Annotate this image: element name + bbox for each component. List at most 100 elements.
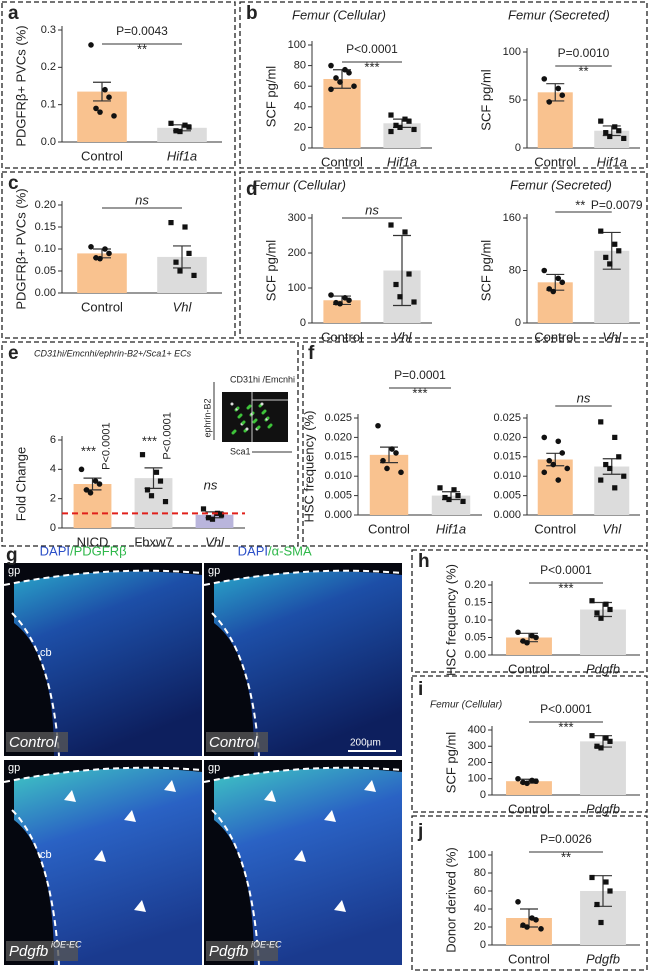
data-point bbox=[555, 438, 562, 445]
significance: ns bbox=[577, 390, 591, 405]
tissue bbox=[14, 571, 202, 756]
x-tick-label: Fbxw7 bbox=[134, 534, 172, 549]
error-bar bbox=[93, 81, 111, 102]
region-label: cb bbox=[40, 849, 52, 861]
flow-dot bbox=[230, 402, 234, 406]
p-value: P<0.0001 bbox=[161, 412, 173, 459]
data-point bbox=[402, 116, 408, 122]
panel-frame bbox=[1, 341, 299, 547]
y-axis-label: PDGFRβ+ PVCs (%) bbox=[13, 25, 28, 146]
x-tick-label: Control bbox=[321, 154, 363, 169]
data-point bbox=[603, 879, 609, 885]
label-box bbox=[6, 941, 78, 961]
flow-dot bbox=[239, 413, 243, 417]
data-point bbox=[598, 477, 604, 483]
data-point bbox=[88, 42, 94, 48]
data-point bbox=[594, 610, 600, 616]
data-point bbox=[616, 128, 622, 134]
data-point bbox=[607, 738, 613, 744]
data-point bbox=[177, 268, 183, 274]
x-tick-label: Vhl bbox=[173, 299, 193, 314]
data-point bbox=[460, 498, 466, 505]
y-tick-label: 0 bbox=[300, 317, 306, 329]
y-tick-label: 0.025 bbox=[324, 412, 352, 424]
x-tick-label: Vhl bbox=[205, 534, 225, 549]
data-point bbox=[337, 300, 343, 307]
y-tick-label: 20 bbox=[294, 121, 306, 133]
arrowhead bbox=[64, 790, 76, 802]
data-point bbox=[388, 112, 394, 118]
bar bbox=[369, 454, 409, 515]
x-tick-label: Pdgfb bbox=[586, 951, 620, 966]
x-tick-label: Pdgfb bbox=[586, 661, 620, 676]
data-point bbox=[182, 224, 188, 230]
data-point bbox=[589, 598, 595, 604]
data-point bbox=[78, 466, 85, 473]
boundary bbox=[3, 766, 203, 783]
y-tick-label: 20 bbox=[474, 921, 486, 933]
data-point bbox=[106, 250, 112, 257]
data-point bbox=[550, 288, 557, 295]
boundary bbox=[203, 766, 403, 783]
x-tick-label: Control bbox=[508, 661, 550, 676]
x-tick-label: Control bbox=[321, 329, 363, 344]
data-point bbox=[598, 118, 604, 124]
y-tick-label: 0.00 bbox=[465, 649, 486, 661]
flow-dot bbox=[263, 409, 267, 413]
significance: ns bbox=[365, 202, 379, 217]
chart-title: Femur (Secreted) bbox=[508, 7, 610, 22]
data-point bbox=[515, 899, 521, 905]
tissue bbox=[214, 571, 402, 756]
arrowhead bbox=[134, 900, 146, 912]
data-point bbox=[144, 487, 151, 493]
stain-label: /α-SMA bbox=[268, 543, 312, 558]
data-point bbox=[402, 229, 408, 235]
boundary bbox=[3, 569, 203, 586]
p-value: P=0.0043 bbox=[116, 24, 168, 38]
data-point bbox=[589, 874, 595, 881]
x-tick-label: Control bbox=[508, 951, 550, 966]
flow-dot bbox=[236, 406, 240, 410]
y-axis-label: SCF pg/ml bbox=[263, 66, 278, 128]
data-point bbox=[594, 901, 600, 908]
significance: *** bbox=[558, 719, 573, 734]
bar bbox=[157, 127, 207, 142]
label-box bbox=[206, 732, 268, 752]
data-point bbox=[205, 515, 212, 521]
x-tick-label: Pdgfb bbox=[586, 801, 620, 816]
x-tick-label: Hif1a bbox=[436, 521, 466, 536]
significance: ** bbox=[561, 849, 571, 864]
data-point bbox=[406, 271, 412, 277]
panel-frame bbox=[239, 1, 648, 169]
region-label: gp bbox=[8, 565, 20, 577]
data-point bbox=[411, 126, 417, 133]
p-value: P=0.0079 bbox=[591, 198, 643, 212]
y-tick-label: 0.1 bbox=[41, 99, 56, 111]
panel-letter: c bbox=[8, 173, 19, 194]
region-label: gp bbox=[208, 565, 220, 577]
y-tick-label: 4 bbox=[50, 463, 56, 475]
data-point bbox=[168, 220, 174, 226]
panel-letter: h bbox=[418, 551, 430, 572]
arrowhead bbox=[264, 790, 276, 802]
data-point bbox=[102, 86, 108, 93]
x-tick-label: Hif1a bbox=[597, 154, 627, 169]
chart-title: Femur (Cellular) bbox=[430, 700, 502, 711]
bar bbox=[537, 92, 573, 148]
stain-label: /PDGFRβ bbox=[70, 543, 127, 558]
data-point bbox=[337, 79, 343, 85]
arrowhead bbox=[364, 780, 376, 792]
flow-dot bbox=[233, 429, 237, 433]
x-tick-label: Vhl bbox=[393, 329, 413, 344]
flow-dot bbox=[257, 425, 261, 429]
data-point bbox=[446, 496, 452, 503]
data-point bbox=[97, 109, 103, 115]
y-tick-label: 0 bbox=[480, 789, 486, 801]
data-point bbox=[616, 248, 622, 254]
y-tick-label: 0 bbox=[515, 317, 521, 329]
y-tick-label: 300 bbox=[468, 740, 486, 752]
significance: ns bbox=[135, 192, 149, 207]
flow-dot bbox=[242, 420, 246, 424]
data-point bbox=[607, 261, 613, 267]
y-tick-label: 0.10 bbox=[35, 243, 56, 255]
